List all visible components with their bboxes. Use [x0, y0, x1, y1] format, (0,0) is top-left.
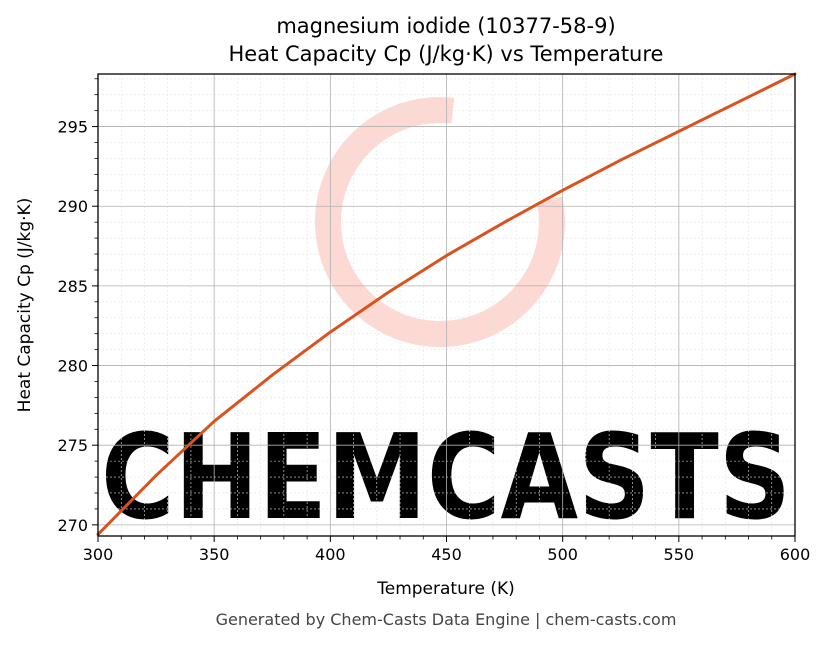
x-tick-label: 350	[199, 545, 230, 564]
y-tick-label: 270	[57, 516, 88, 535]
footer-credit: Generated by Chem-Casts Data Engine | ch…	[216, 610, 677, 629]
y-tick-label: 290	[57, 197, 88, 216]
chemcasts-watermark: CHEMCASTS	[101, 97, 791, 546]
chart-title-line2: Heat Capacity Cp (J/kg·K) vs Temperature	[229, 42, 664, 66]
x-tick-label: 450	[431, 545, 462, 564]
y-axis-ticks: 270 275 280 285 290 295	[57, 78, 98, 535]
y-tick-label: 275	[57, 436, 88, 455]
y-tick-label: 295	[57, 118, 88, 137]
y-tick-label: 285	[57, 277, 88, 296]
x-axis-label: Temperature (K)	[376, 579, 515, 599]
x-tick-label: 600	[780, 545, 811, 564]
x-tick-label: 400	[315, 545, 346, 564]
y-tick-label: 280	[57, 357, 88, 376]
series-line	[96, 72, 797, 536]
x-tick-label: 550	[664, 545, 695, 564]
x-tick-label: 300	[83, 545, 114, 564]
series-layer	[96, 72, 797, 536]
chart-title-line1: magnesium iodide (10377-58-9)	[276, 14, 615, 38]
x-axis-ticks: 300 350 400 450 500 550 600	[83, 536, 811, 564]
x-tick-label: 500	[547, 545, 578, 564]
y-axis-label: Heat Capacity Cp (J/kg·K)	[15, 198, 35, 413]
